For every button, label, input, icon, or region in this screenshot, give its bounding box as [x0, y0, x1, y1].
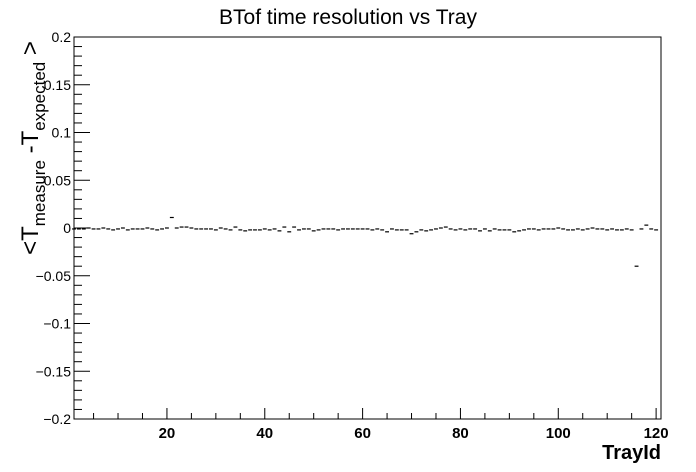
data-points — [72, 216, 659, 267]
x-tick-label: 60 — [354, 425, 371, 442]
y-tick-label: −0.2 — [43, 411, 71, 427]
y-tick-label: 0.15 — [44, 77, 71, 93]
y-tick-label: 0.05 — [44, 172, 71, 188]
y-axis-title-sub1: measure — [30, 160, 49, 226]
chart-title: BTof time resolution vs Tray — [219, 6, 477, 29]
y-axis-title-sub2: expected — [30, 62, 49, 131]
y-tick-label: −0.05 — [36, 268, 72, 284]
y-axis-title-prefix: <T — [17, 226, 44, 255]
y-axis-title: <Tmeasure -Texpected > — [17, 41, 49, 255]
y-axis-title-mid: -T — [17, 130, 44, 160]
x-axis: 20 40 60 80 100 120 — [93, 408, 669, 442]
y-tick-label: 0.2 — [52, 29, 72, 45]
x-tick-label: 20 — [159, 425, 176, 442]
x-tick-label: 80 — [452, 425, 469, 442]
y-axis-title-suffix: > — [17, 41, 44, 62]
y-tick-label: −0.1 — [43, 316, 71, 332]
y-tick-label: −0.15 — [36, 363, 72, 379]
plot-frame — [73, 36, 662, 420]
y-tick-label: 0 — [63, 220, 71, 236]
x-tick-label: 120 — [644, 425, 669, 442]
y-axis: −0.2 −0.15 −0.1 −0.05 0 0.05 0.1 0.15 0.2 — [36, 29, 90, 427]
x-tick-label: 40 — [256, 425, 273, 442]
x-tick-label: 100 — [546, 425, 571, 442]
y-tick-label: 0.1 — [52, 125, 72, 141]
x-axis-title: TrayId — [602, 442, 661, 464]
